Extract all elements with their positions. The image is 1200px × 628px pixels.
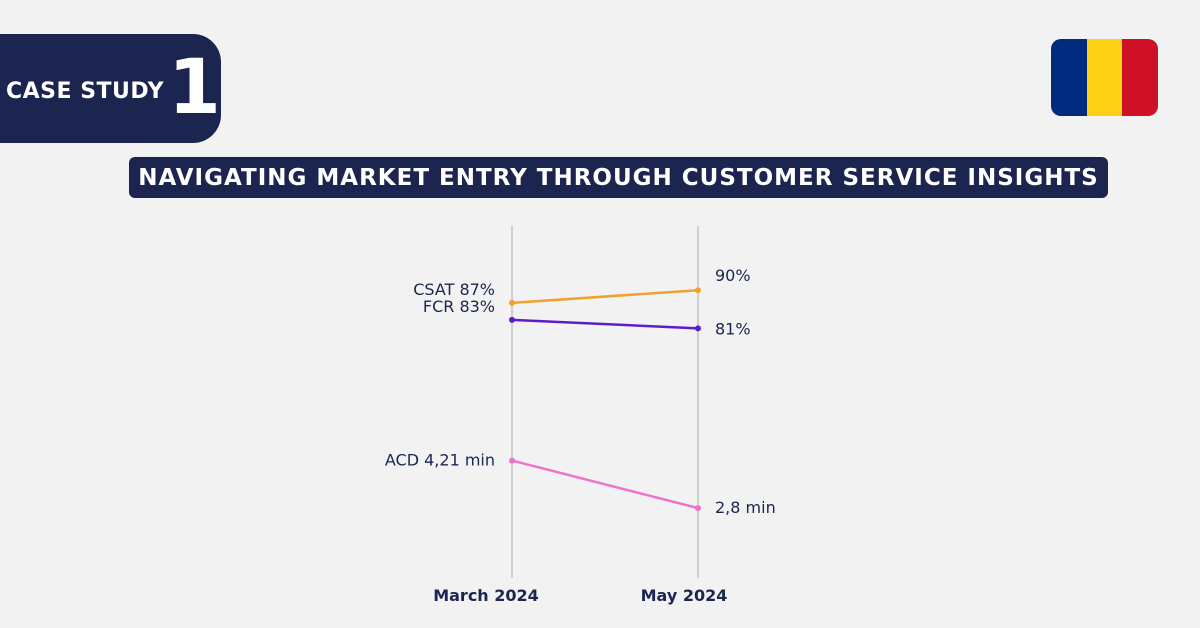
data-point-fcr <box>509 316 515 323</box>
flag-stripe-red <box>1122 39 1158 116</box>
flag-stripe-blue <box>1051 39 1087 116</box>
data-point-acd <box>509 457 515 464</box>
series-line-csat <box>511 288 699 305</box>
x-tick-label: March 2024 <box>433 586 539 605</box>
case-study-label: CASE STUDY <box>6 79 165 104</box>
data-point-csat <box>695 287 701 294</box>
chart-labels: CSAT 87% 90% FCR 83% 81% ACD 4,21 min 2,8 min <box>385 266 776 517</box>
data-label-acd: ACD 4,21 min <box>385 451 495 470</box>
romania-flag-icon <box>1051 39 1158 116</box>
x-tick-label: May 2024 <box>641 586 728 605</box>
headline-banner: NAVIGATING MARKET ENTRY THROUGH CUSTOMER… <box>129 157 1108 198</box>
series-line-fcr <box>511 318 699 330</box>
data-label-fcr: FCR 83% <box>423 297 495 316</box>
data-label-csat: 90% <box>715 266 751 285</box>
flag-stripe-yellow <box>1086 39 1123 116</box>
chart-axes: March 2024 May 2024 <box>433 226 727 605</box>
data-label-fcr: 81% <box>715 319 751 338</box>
data-point-fcr <box>695 325 701 332</box>
series-line-acd <box>511 459 699 510</box>
data-label-csat: CSAT 87% <box>413 280 495 299</box>
headline-text: NAVIGATING MARKET ENTRY THROUGH CUSTOMER… <box>138 164 1099 191</box>
data-point-acd <box>695 505 701 512</box>
data-point-csat <box>509 299 515 306</box>
case-study-number: 1 <box>168 41 221 131</box>
chart-series <box>509 287 701 512</box>
data-label-acd: 2,8 min <box>715 498 776 517</box>
case-study-badge: CASE STUDY 1 <box>0 34 221 143</box>
